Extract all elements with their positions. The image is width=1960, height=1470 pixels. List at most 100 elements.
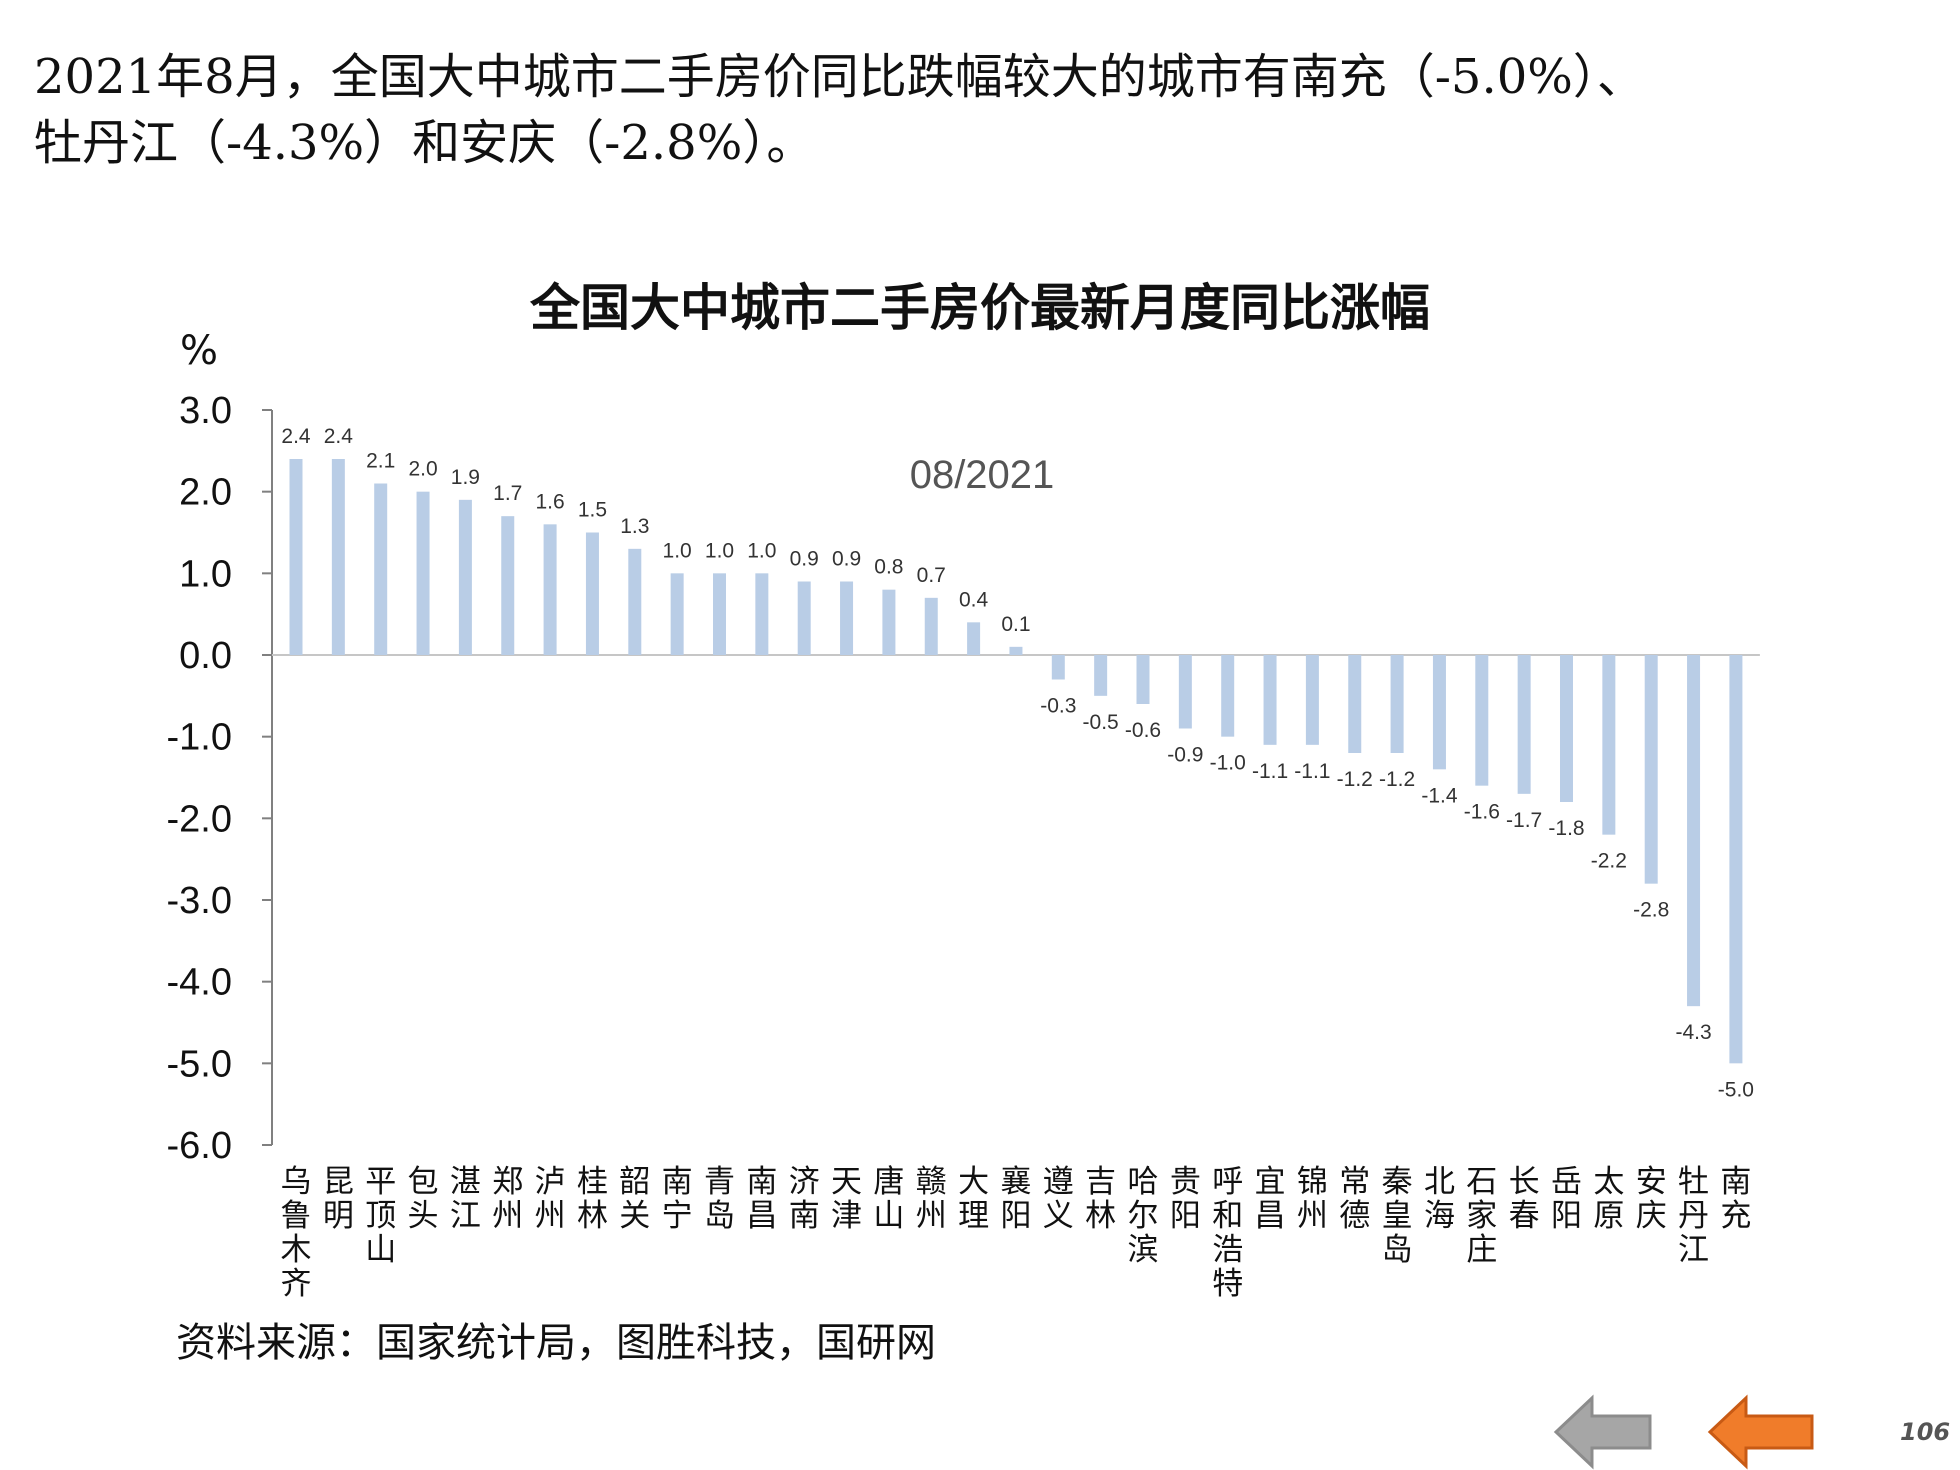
category-label: 顶	[365, 1198, 396, 1234]
y-tick-label: -2.0	[167, 798, 232, 840]
bar-value-label: -0.5	[1083, 711, 1119, 734]
category-label: 江	[1678, 1232, 1709, 1268]
bar	[1009, 646, 1023, 655]
source-note: 资料来源：国家统计局，图胜科技，国研网	[176, 1320, 936, 1366]
category-label: 太	[1593, 1164, 1624, 1200]
category-label: 昌	[746, 1198, 777, 1234]
bar-value-label: 1.0	[705, 539, 734, 562]
category-label: 赣	[916, 1164, 947, 1200]
category-label: 义	[1043, 1198, 1074, 1234]
bar-value-label: 1.6	[535, 490, 564, 513]
headline-line-1: 2021年8月，全国大中城市二手房价同比跌幅较大的城市有南充（-5.0%）、	[34, 49, 1645, 105]
category-label: 济	[789, 1164, 820, 1200]
y-tick-label: -4.0	[167, 962, 232, 1004]
bar	[1517, 655, 1531, 794]
bar	[289, 459, 303, 655]
bar-value-label: -0.6	[1125, 719, 1161, 742]
y-tick-label: -1.0	[167, 717, 232, 759]
bar-value-label: -1.4	[1421, 784, 1458, 807]
bar	[882, 589, 896, 655]
bar	[1178, 655, 1192, 729]
bar-value-label: -0.9	[1167, 744, 1203, 767]
category-label: 郑	[492, 1164, 523, 1200]
bar	[755, 573, 769, 655]
bar-value-label: 2.4	[324, 425, 354, 448]
back-arrow-button[interactable]	[1552, 1394, 1654, 1470]
bar	[501, 516, 515, 655]
headline: 2021年8月，全国大中城市二手房价同比跌幅较大的城市有南充（-5.0%）、 牡…	[34, 44, 1934, 176]
category-label: 德	[1339, 1198, 1370, 1234]
category-label: 安	[1636, 1164, 1667, 1200]
bar	[1305, 655, 1319, 745]
bar	[374, 483, 388, 655]
bar	[924, 597, 938, 655]
bar-value-label: 0.8	[874, 556, 903, 579]
bar-value-label: -1.6	[1464, 801, 1500, 824]
bar-value-label: -4.3	[1675, 1021, 1711, 1044]
category-label: 岛	[1382, 1232, 1413, 1268]
category-label: 哈	[1128, 1164, 1159, 1200]
bar-value-label: 0.1	[1001, 613, 1030, 636]
category-label: 津	[831, 1198, 862, 1234]
category-label: 包	[408, 1164, 439, 1200]
category-label: 乌	[281, 1164, 312, 1200]
bar-value-label: 2.0	[408, 458, 437, 481]
bar	[628, 548, 642, 655]
bar	[1432, 655, 1446, 770]
bar	[713, 573, 726, 655]
category-label: 关	[619, 1198, 650, 1234]
bar-value-label: -1.2	[1337, 768, 1373, 791]
bar	[1221, 655, 1235, 737]
bar-value-label: 0.9	[790, 548, 819, 571]
category-label: 秦	[1382, 1164, 1413, 1200]
category-label: 浩	[1212, 1232, 1243, 1268]
bar	[797, 581, 811, 655]
bar	[1475, 655, 1489, 786]
category-label: 尔	[1128, 1198, 1159, 1234]
y-axis-unit-label: %	[180, 328, 219, 374]
bar	[543, 524, 557, 655]
bar	[840, 581, 854, 655]
category-label: 北	[1424, 1164, 1455, 1200]
category-label: 和	[1212, 1198, 1243, 1234]
bar-value-label: 2.4	[281, 425, 311, 448]
bar-value-label: -2.8	[1633, 899, 1669, 922]
category-label: 丹	[1678, 1198, 1709, 1234]
bar-value-label: 0.9	[832, 548, 861, 571]
y-tick-label: -3.0	[167, 880, 232, 922]
bar	[1560, 655, 1573, 802]
category-label: 呼	[1212, 1164, 1243, 1200]
bar-value-label: 1.7	[493, 482, 522, 505]
bar	[1348, 655, 1362, 753]
category-label: 理	[958, 1198, 989, 1234]
category-label: 岳	[1551, 1164, 1582, 1200]
category-label: 常	[1339, 1164, 1370, 1200]
bar	[1644, 655, 1658, 884]
category-label: 滨	[1128, 1232, 1159, 1268]
bar-value-label: 1.3	[620, 515, 649, 538]
bar-value-label: -5.0	[1718, 1078, 1754, 1101]
category-label: 明	[323, 1198, 354, 1234]
bar-value-label: 1.9	[451, 466, 480, 489]
y-tick-label: 1.0	[179, 553, 232, 595]
category-label: 锦	[1297, 1164, 1328, 1200]
category-label: 阳	[1000, 1198, 1031, 1234]
bar-value-label: 1.5	[578, 499, 607, 522]
back-arrow-icon	[1553, 1394, 1652, 1470]
y-tick-label: 0.0	[179, 635, 232, 677]
bar-value-label: -1.1	[1294, 760, 1330, 783]
category-label: 牡	[1678, 1164, 1709, 1200]
bar-value-label: 1.0	[747, 539, 776, 562]
bar-value-label: 0.7	[917, 564, 946, 587]
bar-value-label: -1.0	[1210, 752, 1246, 775]
category-label: 桂	[577, 1164, 608, 1200]
category-label: 石	[1466, 1164, 1497, 1200]
category-label: 遵	[1043, 1164, 1074, 1200]
bar	[416, 491, 430, 655]
next-arrow-button[interactable]	[1706, 1394, 1818, 1470]
category-label: 岛	[704, 1198, 735, 1234]
category-label: 贵	[1170, 1164, 1201, 1200]
category-label: 昌	[1255, 1198, 1286, 1234]
bar	[1602, 655, 1616, 835]
category-label: 州	[535, 1198, 566, 1234]
